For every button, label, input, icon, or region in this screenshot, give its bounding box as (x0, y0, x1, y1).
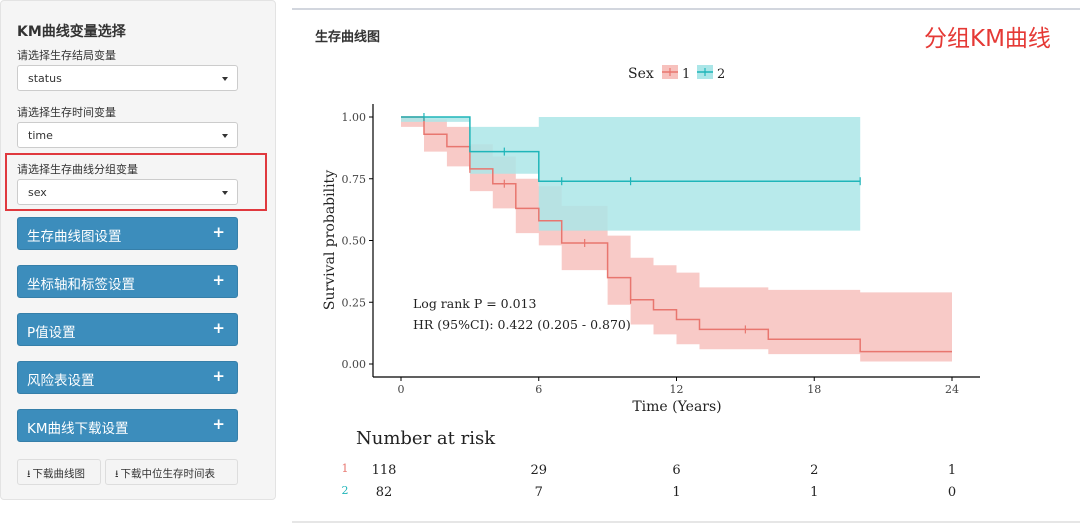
status-label: 请选择生存结局变量 (17, 49, 116, 62)
chevron-down-icon (222, 191, 228, 195)
risk-table-cell: 1 (672, 485, 680, 500)
plus-icon: + (212, 415, 225, 433)
annotation-title: 分组KM曲线 (924, 26, 1051, 52)
button-label: 风险表设置 (27, 373, 95, 389)
x-tick-label: 24 (945, 383, 959, 396)
chevron-down-icon (222, 134, 228, 138)
km-chart: Sex 1 2 0 6 12 18 240.000.250.500.751.00 Log… (322, 65, 980, 500)
axis-label-settings-button[interactable]: 坐标轴和标签设置 + (17, 265, 238, 298)
sidebar-title: KM曲线变量选择 (17, 24, 126, 40)
risk-table-cell: 7 (535, 485, 543, 500)
x-tick-label: 18 (807, 383, 821, 396)
time-select[interactable]: time (17, 122, 238, 148)
legend-label-1: 1 (682, 67, 690, 82)
panel-top-border (292, 8, 1080, 10)
legend: Sex 1 2 (628, 65, 725, 82)
button-label: KM曲线下载设置 (27, 421, 129, 437)
km-download-settings-button[interactable]: KM曲线下载设置 + (17, 409, 238, 442)
survival-plot-settings-button[interactable]: 生存曲线图设置 + (17, 217, 238, 250)
download-icon: ⭳ (115, 469, 119, 480)
legend-key-1 (662, 65, 678, 79)
highlight-box (5, 153, 267, 211)
panel-bottom-border (292, 521, 1080, 523)
risk-table-cell: 29 (530, 463, 547, 478)
risk-table-cell: 2 (810, 463, 818, 478)
chevron-down-icon (222, 77, 228, 81)
legend-key-2 (697, 65, 713, 79)
x-tick-label: 0 (398, 383, 405, 396)
download-icon: ⭳ (27, 469, 31, 480)
risk-table-cell: 6 (672, 463, 680, 478)
panel-title: 生存曲线图 (315, 30, 381, 45)
group-label: 请选择生存曲线分组变量 (17, 163, 138, 176)
time-select-value: time (28, 129, 53, 142)
status-select[interactable]: status (17, 65, 238, 91)
y-axis-label: Survival probability (322, 170, 338, 310)
sidebar: KM曲线变量选择 请选择生存结局变量 status 请选择生存时间变量 time… (0, 0, 276, 500)
y-tick-label: 0.75 (342, 173, 367, 186)
confidence-band-2 (401, 117, 861, 231)
logrank-p-text: Log rank P = 0.013 (413, 296, 536, 311)
legend-label-2: 2 (717, 67, 725, 82)
risk-table-settings-button[interactable]: 风险表设置 + (17, 361, 238, 394)
risk-table-cell: 118 (372, 463, 397, 478)
y-tick-label: 1.00 (342, 111, 367, 124)
y-tick-label: 0.50 (342, 235, 367, 248)
risk-table-cell: 1 (948, 463, 956, 478)
risk-table-cell: 82 (376, 485, 393, 500)
risk-table-group-label: 1 (342, 462, 349, 475)
x-tick-label: 6 (535, 383, 542, 396)
legend-title: Sex (628, 66, 654, 82)
y-tick-label: 0.00 (342, 358, 367, 371)
axes: 0 6 12 18 24 0.00 0.25 0.50 0.75 1.00 (342, 104, 980, 396)
confidence-bands (401, 117, 952, 362)
download-plot-label: 下载曲线图 (32, 468, 86, 480)
group-select[interactable]: sex (17, 179, 238, 205)
hr-text: HR (95%CI): 0.422 (0.205 - 0.870) (413, 317, 631, 332)
download-table-label: 下载中位生存时间表 (120, 468, 216, 480)
risk-table-cell: 1 (810, 485, 818, 500)
plus-icon: + (212, 271, 225, 289)
risk-table-title: Number at risk (356, 428, 496, 449)
plus-icon: + (212, 367, 225, 385)
risk-table-cell: 0 (948, 485, 956, 500)
time-label: 请选择生存时间变量 (17, 106, 116, 119)
download-plot-button[interactable]: ⭳ 下载曲线图 (17, 459, 101, 485)
button-label: 生存曲线图设置 (27, 229, 122, 245)
survival-curves (401, 113, 952, 353)
x-tick-label: 12 (670, 383, 684, 396)
plus-icon: + (212, 319, 225, 337)
plus-icon: + (212, 223, 225, 241)
risk-table: 1 118 29 6 2 1 2 82 7 1 1 0 (342, 462, 957, 500)
y-tick-label: 0.25 (342, 296, 367, 309)
confidence-band-1 (401, 117, 952, 362)
status-select-value: status (28, 72, 62, 85)
risk-table-group-label: 2 (342, 484, 349, 497)
button-label: P值设置 (27, 325, 76, 341)
download-median-table-button[interactable]: ⭳ 下载中位生存时间表 (105, 459, 238, 485)
group-select-value: sex (28, 186, 47, 199)
button-label: 坐标轴和标签设置 (27, 277, 135, 293)
x-axis-label: Time (Years) (632, 399, 721, 415)
p-value-settings-button[interactable]: P值设置 + (17, 313, 238, 346)
